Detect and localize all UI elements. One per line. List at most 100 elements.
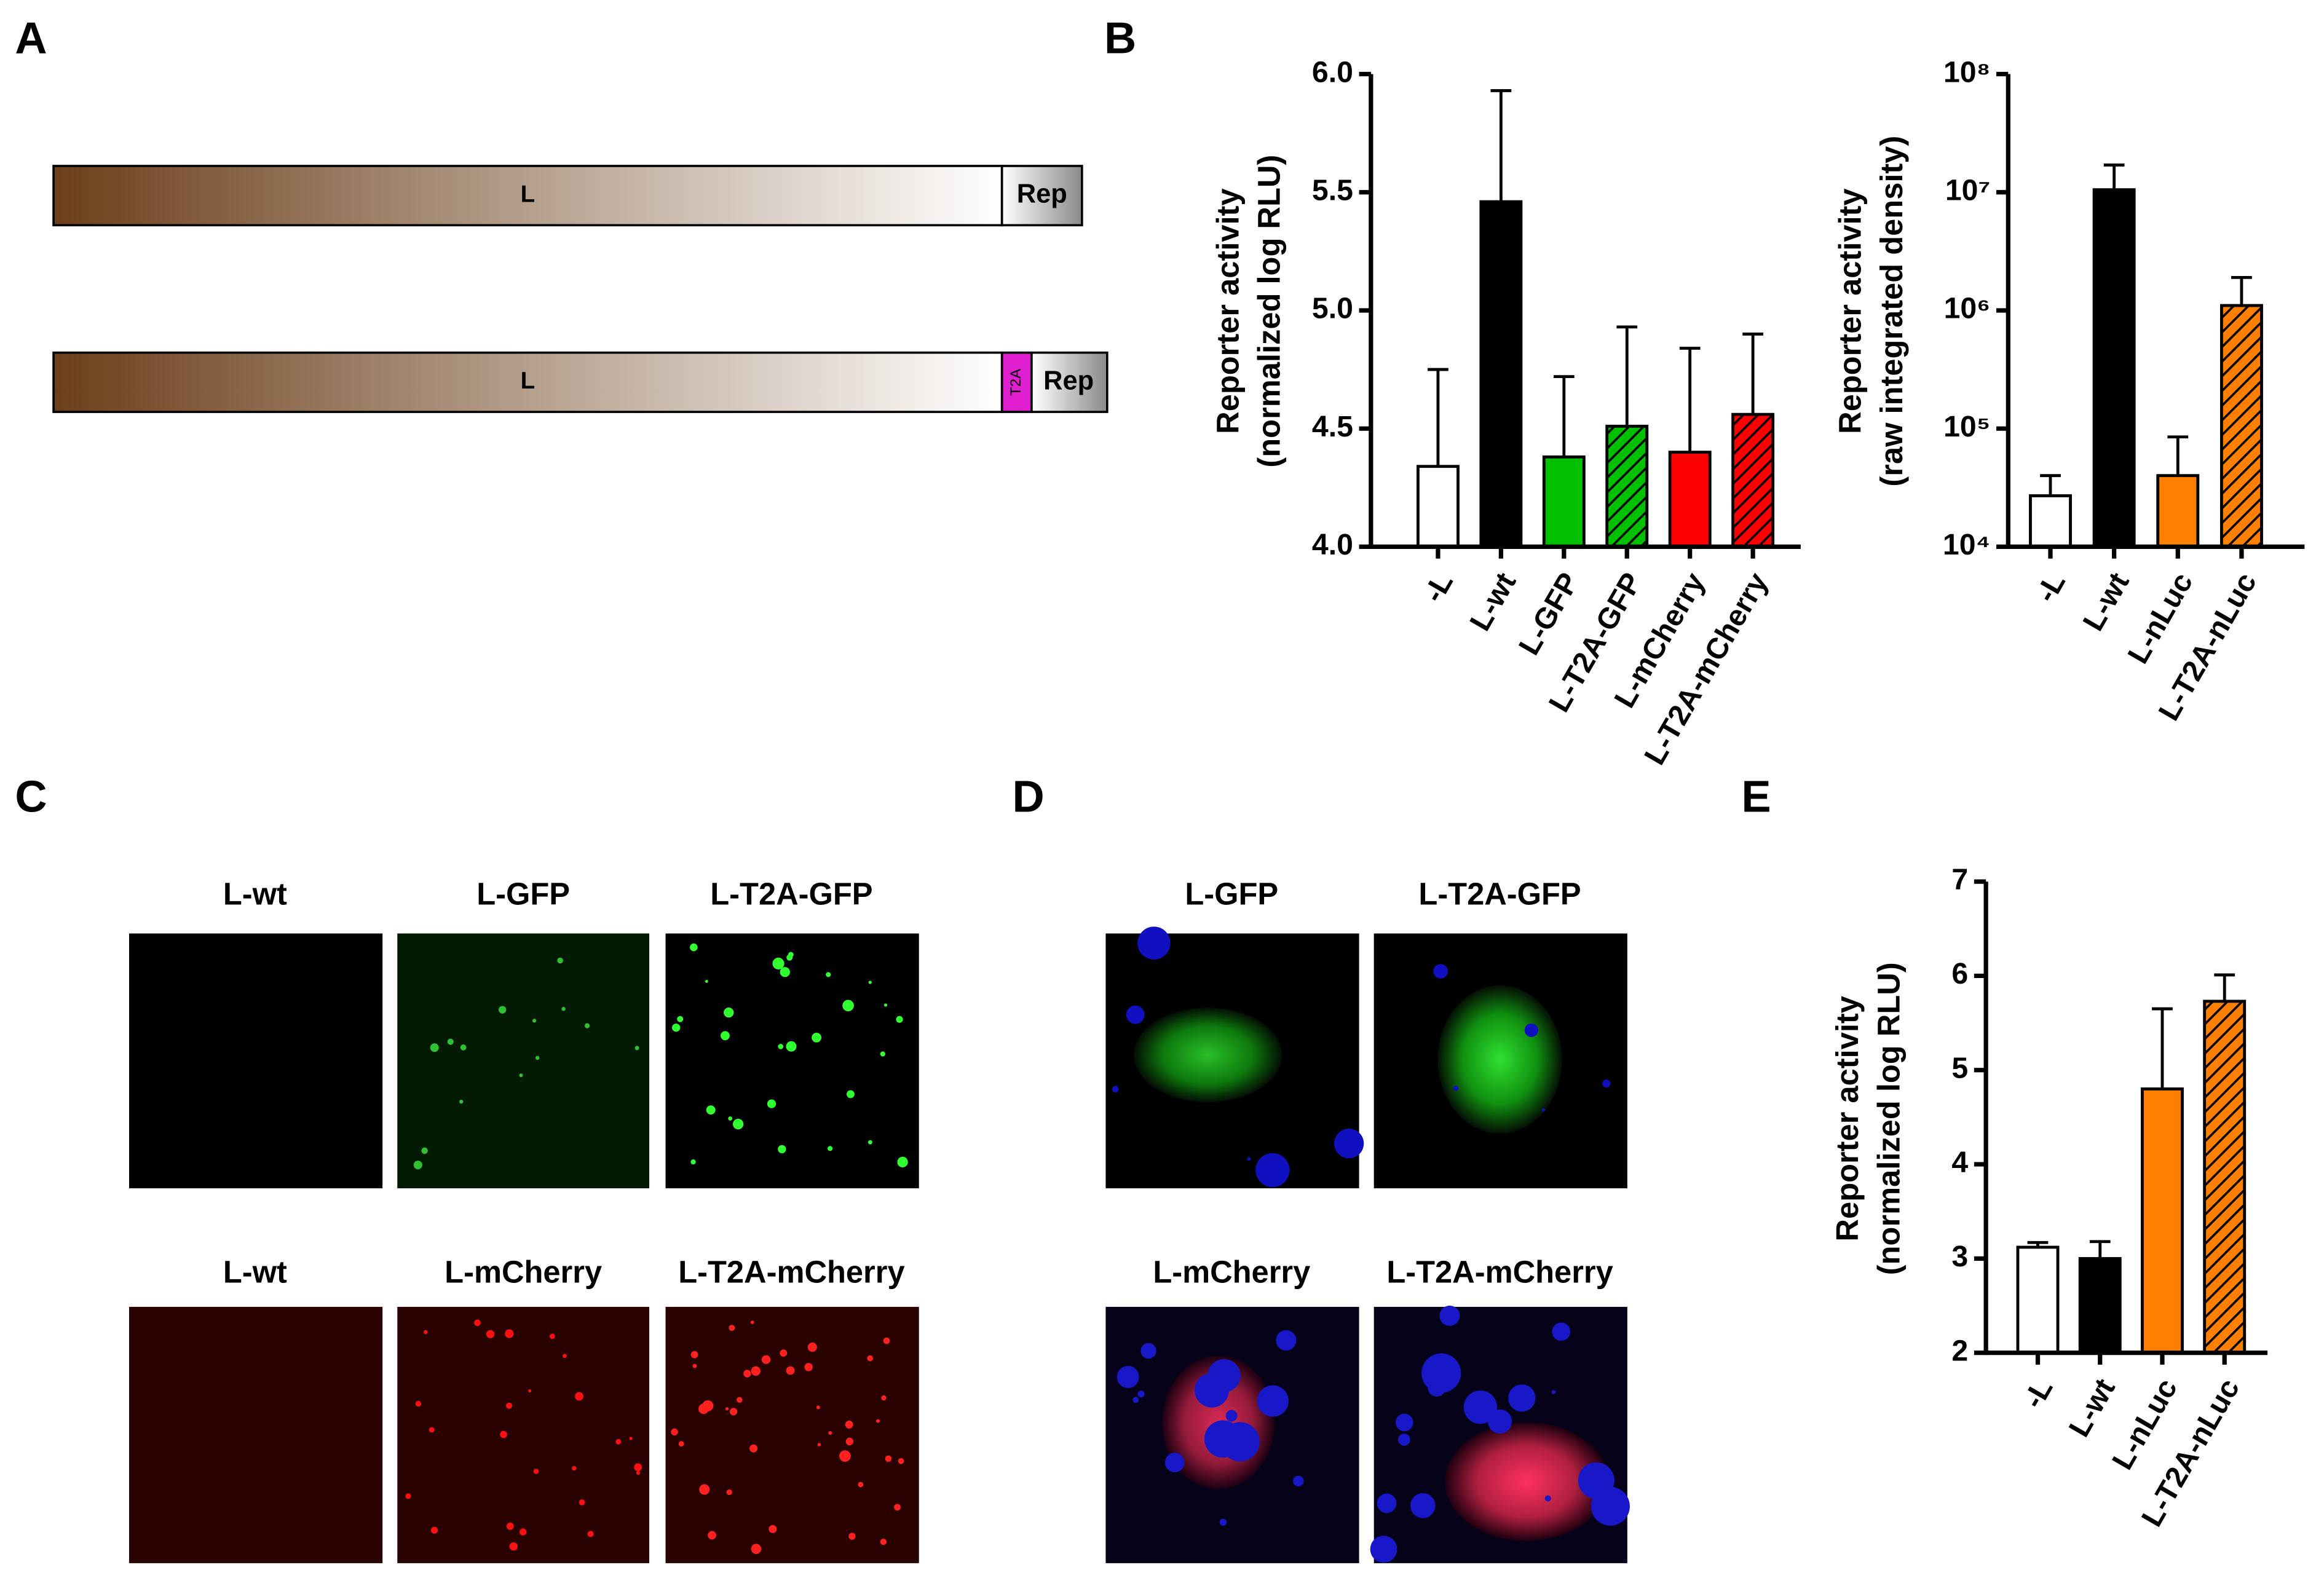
cell-dot (690, 1351, 698, 1359)
cell-dot (413, 1161, 422, 1170)
cell-dot (845, 1421, 853, 1429)
cell-dot (1140, 1343, 1156, 1359)
cell-dot (615, 1438, 622, 1445)
x-tick-label: L-wt (2062, 1373, 2121, 1443)
image-label: L-T2A-GFP (710, 877, 872, 912)
segment (52, 165, 1003, 227)
cell-dot (1247, 1157, 1251, 1161)
cell-dot (761, 1355, 771, 1364)
cell-dot (690, 1159, 696, 1165)
cell-dot (629, 1437, 633, 1440)
cell-dot (778, 1145, 786, 1154)
cell-dot (827, 1146, 833, 1151)
error-bar (2027, 1241, 2049, 1247)
image-label: L-wt (223, 1254, 287, 1289)
cell-dot (721, 1031, 730, 1041)
y-tick-label: 2 (1951, 1334, 1968, 1367)
x-tick-label: -L (1417, 567, 1460, 607)
cell-dot (706, 1105, 716, 1115)
image-label: L-GFP (476, 877, 570, 912)
cell-dot (817, 1443, 821, 1446)
cell-dot (535, 1055, 540, 1060)
cell-dot (786, 954, 793, 961)
cell-dot (1293, 1475, 1304, 1487)
cell-dot (880, 1051, 885, 1057)
y-axis-label: (normalized log RLU) (1252, 155, 1287, 468)
y-tick-label: 10⁴ (1943, 528, 1990, 561)
image-label: L-T2A-mCherry (678, 1254, 904, 1289)
cell-dot (842, 1000, 854, 1012)
cell-dot (506, 1402, 513, 1409)
cell-dot (772, 957, 785, 970)
cell-dot (678, 1441, 684, 1447)
image-label: L-T2A-GFP (1418, 877, 1581, 912)
cell-dot (579, 1499, 585, 1505)
bar (2016, 1245, 2060, 1355)
cell-dot (1377, 1493, 1397, 1513)
micrograph (665, 1306, 919, 1563)
cell-dot (839, 1450, 851, 1462)
cell-dot (894, 1504, 901, 1511)
cell-dot (533, 1469, 539, 1474)
segment (1030, 351, 1109, 413)
cell-dot (423, 1330, 428, 1335)
cell-dot (1551, 1390, 1556, 1394)
cell-dot (1117, 1366, 1139, 1388)
y-axis-label: Reporter activity (1210, 188, 1245, 433)
cell-dot (729, 1408, 738, 1416)
cell-dot (528, 1389, 532, 1393)
cell-dot (885, 1455, 892, 1462)
cell-dot (575, 1392, 584, 1401)
bar (2141, 1087, 2184, 1355)
cell-dot (786, 1041, 797, 1052)
cell (1445, 1422, 1608, 1541)
cell-dot (584, 1023, 590, 1028)
cell-dot (898, 1458, 904, 1464)
cell-dot (699, 1484, 710, 1495)
cell-dot (672, 1024, 681, 1032)
construct: L Rep (52, 165, 1083, 227)
cell-dot (780, 967, 790, 977)
bar (1605, 424, 1649, 548)
cell-dot (1433, 964, 1448, 979)
cell-dot (728, 1116, 733, 1121)
cell-dot (1508, 1384, 1536, 1412)
bar (1542, 455, 1586, 548)
cell-dot (1552, 1322, 1571, 1341)
cell-dot (1410, 1493, 1436, 1518)
cell-dot (692, 1363, 697, 1368)
y-tick-label: 6 (1951, 957, 1968, 990)
cell-dot (737, 1397, 743, 1403)
micrograph (397, 1306, 650, 1563)
y-tick-label: 6.0 (1312, 55, 1353, 89)
cell-dot (769, 1525, 777, 1533)
cell-dot (750, 1320, 754, 1324)
image-label: L-mCherry (1153, 1254, 1310, 1289)
bar (1479, 200, 1523, 548)
micrograph (665, 933, 919, 1189)
y-tick-label: 5.0 (1312, 292, 1353, 325)
x-tick-label: -L (2017, 1373, 2060, 1414)
y-tick-label: 10⁷ (1945, 173, 1990, 207)
segment-label: Rep (1043, 366, 1094, 395)
cell-dot (1137, 1391, 1145, 1398)
micrograph (129, 1306, 383, 1563)
image-grid: L-wt L-GFP L-T2A-GFP L-wt L-mCherry L-T2… (129, 877, 919, 1563)
bar (2203, 1000, 2247, 1355)
error-bar (1428, 368, 1449, 467)
cell-dot (1524, 1023, 1538, 1037)
image-label: L-T2A-mCherry (1386, 1254, 1613, 1289)
cell-dot (1255, 1153, 1290, 1188)
cell-dot (429, 1427, 435, 1433)
cell-dot (897, 1156, 908, 1168)
bar (1731, 412, 1775, 548)
image-label: L-GFP (1185, 877, 1278, 912)
micrograph (129, 933, 383, 1189)
cell-dot (1207, 1359, 1241, 1392)
error-bar (2103, 164, 2125, 190)
cell-dot (858, 1481, 864, 1488)
bar (1416, 465, 1460, 548)
cell-dot (1334, 1129, 1364, 1159)
cell-dot (505, 1329, 514, 1338)
cell-dot (1126, 1005, 1145, 1024)
